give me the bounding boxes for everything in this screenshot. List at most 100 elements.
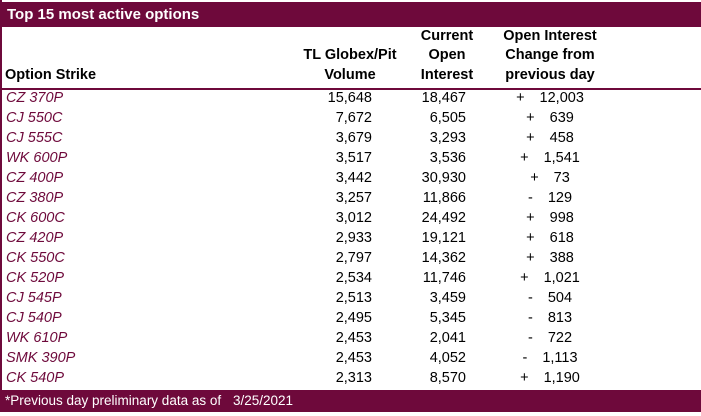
change-value: 1,113: [542, 350, 578, 366]
column-header-open-interest: Current Open Interest: [420, 27, 474, 83]
change-value: 1,021: [543, 270, 580, 286]
column-header-option-strike: Option Strike: [5, 66, 97, 83]
change-value: 129: [547, 190, 573, 206]
change-sign: +: [526, 250, 535, 266]
volume-cell: 3,012: [335, 210, 372, 226]
change-sign: -: [527, 310, 533, 326]
change-value: 504: [547, 290, 573, 306]
change-value: 1,190: [543, 370, 580, 386]
option-strike-cell: CJ 545P: [6, 290, 62, 306]
change-sign: +: [516, 90, 525, 106]
change-value: 722: [547, 330, 573, 346]
volume-cell: 3,257: [335, 190, 372, 206]
table-row: CZ 370P 15,648 18,467 + 12,003: [0, 88, 701, 108]
volume-cell: 2,495: [335, 310, 372, 326]
volume-cell: 3,679: [335, 130, 372, 146]
change-cell: + 12,003: [472, 88, 628, 108]
change-sign: -: [527, 330, 533, 346]
open-interest-cell: 11,746: [422, 270, 466, 286]
open-interest-cell: 6,505: [429, 110, 466, 126]
change-cell: + 998: [472, 208, 628, 228]
volume-cell: 2,797: [335, 250, 372, 266]
open-interest-cell: 11,866: [422, 190, 466, 206]
footer-note: *Previous day preliminary data as of: [5, 393, 222, 408]
change-sign: +: [530, 170, 539, 186]
option-strike-cell: CJ 540P: [6, 310, 62, 326]
change-sign: +: [526, 210, 535, 226]
column-header-row: Option Strike TL Globex/Pit Volume Curre…: [0, 27, 701, 90]
table-row: CK 600C 3,012 24,492 + 998: [0, 208, 701, 228]
column-header-volume: TL Globex/Pit Volume: [303, 47, 397, 83]
table-row: CZ 380P 3,257 11,866 - 129: [0, 188, 701, 208]
table-row: CZ 420P 2,933 19,121 + 618: [0, 228, 701, 248]
open-interest-cell: 2,041: [429, 330, 466, 346]
change-cell: - 129: [472, 188, 628, 208]
volume-cell: 15,648: [327, 90, 372, 106]
open-interest-cell: 18,467: [421, 90, 466, 106]
change-cell: + 618: [472, 228, 628, 248]
option-strike-cell: WK 610P: [6, 330, 68, 346]
option-strike-cell: CK 540P: [6, 370, 65, 386]
table-body: CZ 370P 15,648 18,467 + 12,003 CJ 550C 7…: [0, 88, 701, 388]
change-sign: +: [520, 270, 529, 286]
change-value: 618: [549, 230, 574, 246]
change-value: 458: [549, 130, 574, 146]
table-row: SMK 390P 2,453 4,052 - 1,113: [0, 348, 701, 368]
change-sign: +: [520, 150, 529, 166]
option-strike-cell: CZ 420P: [6, 230, 64, 246]
open-interest-cell: 14,362: [421, 250, 466, 266]
volume-cell: 3,517: [335, 150, 372, 166]
change-cell: + 1,541: [472, 148, 628, 168]
report-footer-bar: *Previous day preliminary data as of 3/2…: [0, 390, 701, 412]
open-interest-cell: 30,930: [421, 170, 466, 186]
change-sign: -: [527, 290, 533, 306]
change-sign: +: [526, 130, 535, 146]
change-sign: +: [526, 230, 535, 246]
open-interest-cell: 5,345: [429, 310, 466, 326]
volume-cell: 2,313: [335, 370, 372, 386]
change-cell: + 73: [472, 168, 628, 188]
change-value: 1,541: [543, 150, 580, 166]
option-strike-cell: SMK 390P: [6, 350, 76, 366]
open-interest-cell: 19,121: [421, 230, 466, 246]
change-sign: -: [527, 190, 533, 206]
report-title-bar: Top 15 most active options: [0, 2, 701, 27]
open-interest-cell: 3,536: [429, 150, 466, 166]
option-strike-cell: CZ 380P: [6, 190, 64, 206]
table-row: CK 520P 2,534 11,746 + 1,021: [0, 268, 701, 288]
change-value: 639: [549, 110, 574, 126]
table-row: WK 610P 2,453 2,041 - 722: [0, 328, 701, 348]
change-cell: - 813: [472, 308, 628, 328]
open-interest-cell: 3,459: [429, 290, 466, 306]
change-sign: +: [526, 110, 535, 126]
table-row: CJ 550C 7,672 6,505 + 639: [0, 108, 701, 128]
change-sign: +: [520, 370, 529, 386]
volume-cell: 2,513: [335, 290, 372, 306]
table-row: CK 550C 2,797 14,362 + 388: [0, 248, 701, 268]
volume-cell: 2,933: [335, 230, 372, 246]
table-row: CJ 540P 2,495 5,345 - 813: [0, 308, 701, 328]
column-header-change: Open Interest Change from previous day: [503, 27, 597, 83]
change-cell: - 504: [472, 288, 628, 308]
open-interest-cell: 4,052: [429, 350, 466, 366]
table-row: WK 600P 3,517 3,536 + 1,541: [0, 148, 701, 168]
option-strike-cell: CJ 550C: [6, 110, 63, 126]
change-value: 388: [549, 250, 574, 266]
volume-cell: 2,534: [335, 270, 372, 286]
volume-cell: 2,453: [335, 330, 372, 346]
option-strike-cell: CJ 555C: [6, 130, 63, 146]
change-cell: + 458: [472, 128, 628, 148]
open-interest-cell: 24,492: [421, 210, 466, 226]
option-strike-cell: WK 600P: [6, 150, 68, 166]
option-strike-cell: CK 520P: [6, 270, 65, 286]
volume-cell: 2,453: [335, 350, 372, 366]
table-row: CZ 400P 3,442 30,930 + 73: [0, 168, 701, 188]
change-cell: + 1,021: [472, 268, 628, 288]
change-cell: + 639: [472, 108, 628, 128]
change-cell: - 722: [472, 328, 628, 348]
change-sign: -: [522, 350, 528, 366]
change-cell: + 388: [472, 248, 628, 268]
change-cell: - 1,113: [472, 348, 628, 368]
table-row: CJ 545P 2,513 3,459 - 504: [0, 288, 701, 308]
